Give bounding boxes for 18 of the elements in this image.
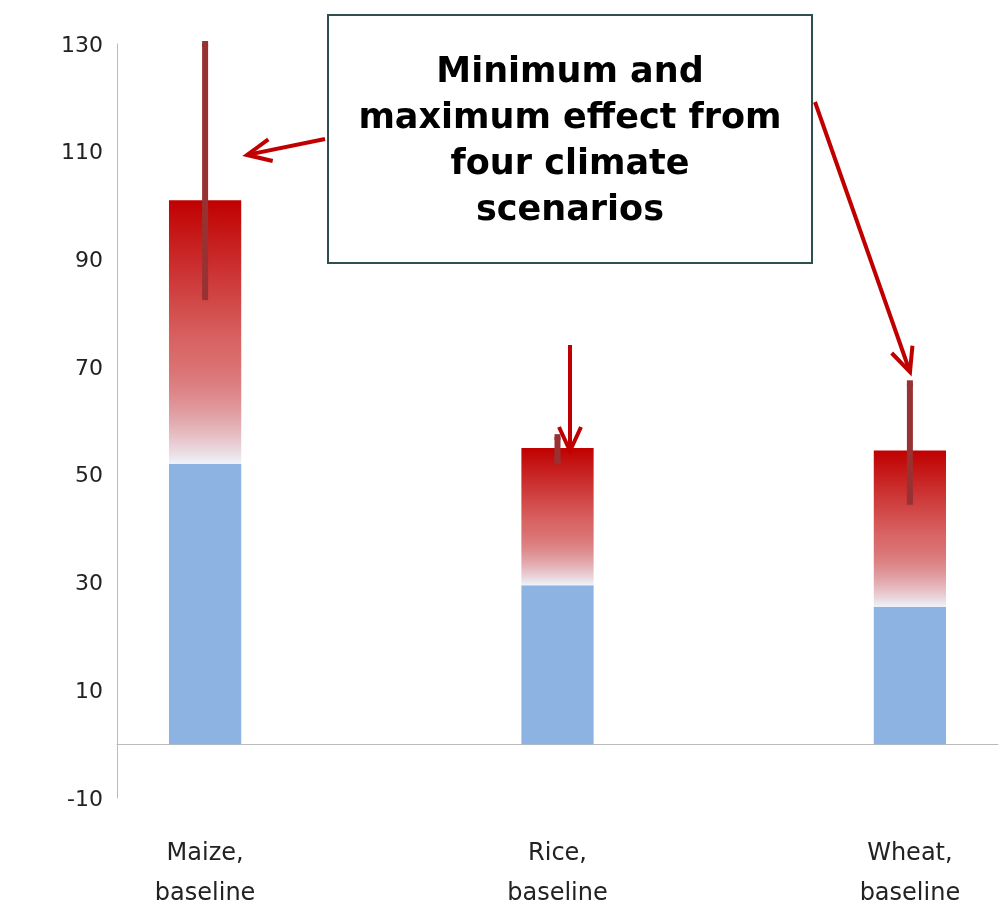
bar xyxy=(521,585,594,745)
y-tick-label: 10 xyxy=(75,677,103,703)
y-tick-label: 50 xyxy=(75,462,103,488)
y-tick-label: 70 xyxy=(75,354,103,380)
y-tick-label: 90 xyxy=(75,246,103,272)
x-tick-label: Wheat, baseline xyxy=(859,838,961,906)
y-tick-label: 130 xyxy=(61,31,103,57)
y-tick-label: 30 xyxy=(75,570,103,596)
bar xyxy=(873,450,947,607)
y-tick-label: -10 xyxy=(67,785,103,811)
x-tick-label: Rice, baseline xyxy=(507,838,608,906)
annotation: Minimum and maximum effect from four climate scenarios xyxy=(327,14,813,264)
x-tick-label: Maize, baseline xyxy=(154,838,256,906)
bar xyxy=(873,606,947,745)
bar xyxy=(168,200,242,465)
bar xyxy=(521,447,594,586)
bar xyxy=(168,464,242,745)
y-tick-label: 110 xyxy=(61,139,103,165)
